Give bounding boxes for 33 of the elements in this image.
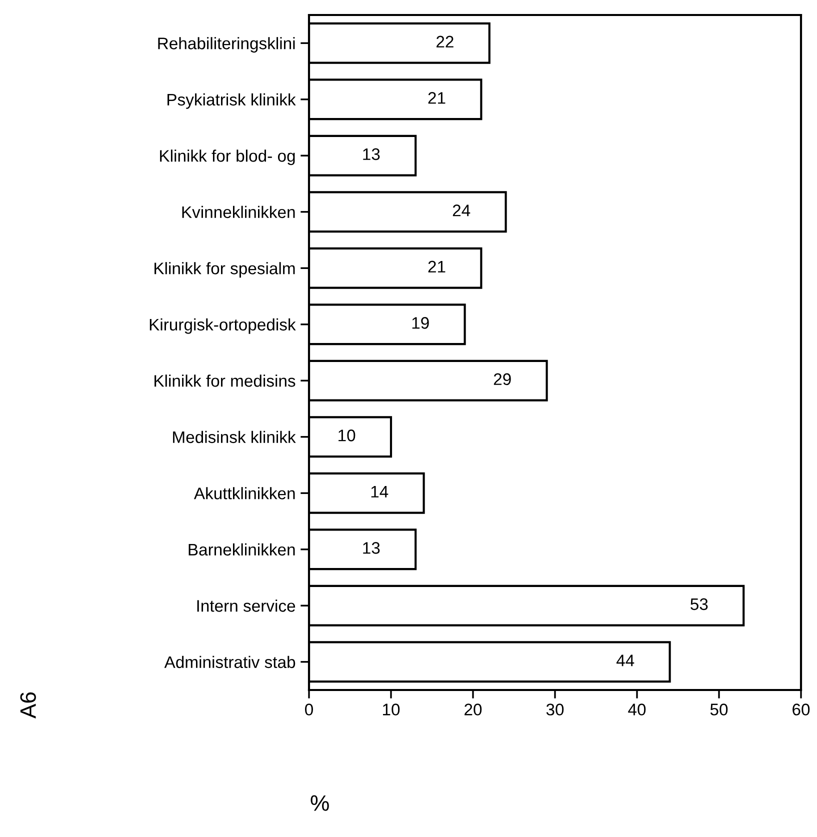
y-tick-label: Kvinneklinikken [182, 206, 295, 218]
data-label: 24 [452, 204, 470, 216]
y-tick-label: Administrativ stab [164, 656, 296, 668]
y-tick-label: Rehabiliteringsklini [158, 37, 295, 53]
y-tick-label: Medisinsk klinikk [173, 430, 296, 444]
y-tick-label: Kirurgisk-ortopedisk [150, 318, 296, 334]
x-tick-label: 50 [710, 704, 728, 716]
x-tick-label: 60 [792, 704, 810, 716]
y-tick-label: Klinikk for spesialm [154, 262, 295, 278]
data-label: 13 [363, 148, 380, 160]
text: A6 [20, 692, 36, 719]
data-label: 14 [371, 486, 388, 498]
data-label: 53 [690, 598, 708, 610]
y-tick-label: Intern service [197, 600, 296, 612]
data-label: 13 [363, 542, 380, 554]
y-tick-label: Klinikk for medisins [154, 374, 296, 387]
data-label: 29 [494, 373, 511, 386]
data-label: 10 [338, 430, 356, 442]
data-label: 21 [428, 92, 446, 104]
data-label: 21 [428, 260, 446, 272]
y-tick-label: Psykiatrisk klinikk [168, 93, 296, 109]
x-axis-title: % [310, 795, 329, 811]
y-tick-label: Akuttklinikken [194, 487, 295, 500]
data-label: 44 [616, 654, 634, 666]
x-tick-label: 10 [383, 704, 400, 716]
x-tick-label: 40 [628, 704, 646, 716]
data-label: 19 [412, 317, 429, 329]
x-tick-label: 0 [305, 704, 313, 716]
y-tick-label: Klinikk for blod- og [160, 150, 295, 166]
data-label: 22 [436, 36, 454, 48]
x-tick-label: 20 [464, 704, 482, 716]
y-tick-label: Barneklinikken [188, 543, 295, 556]
x-tick-label: 30 [546, 704, 564, 716]
